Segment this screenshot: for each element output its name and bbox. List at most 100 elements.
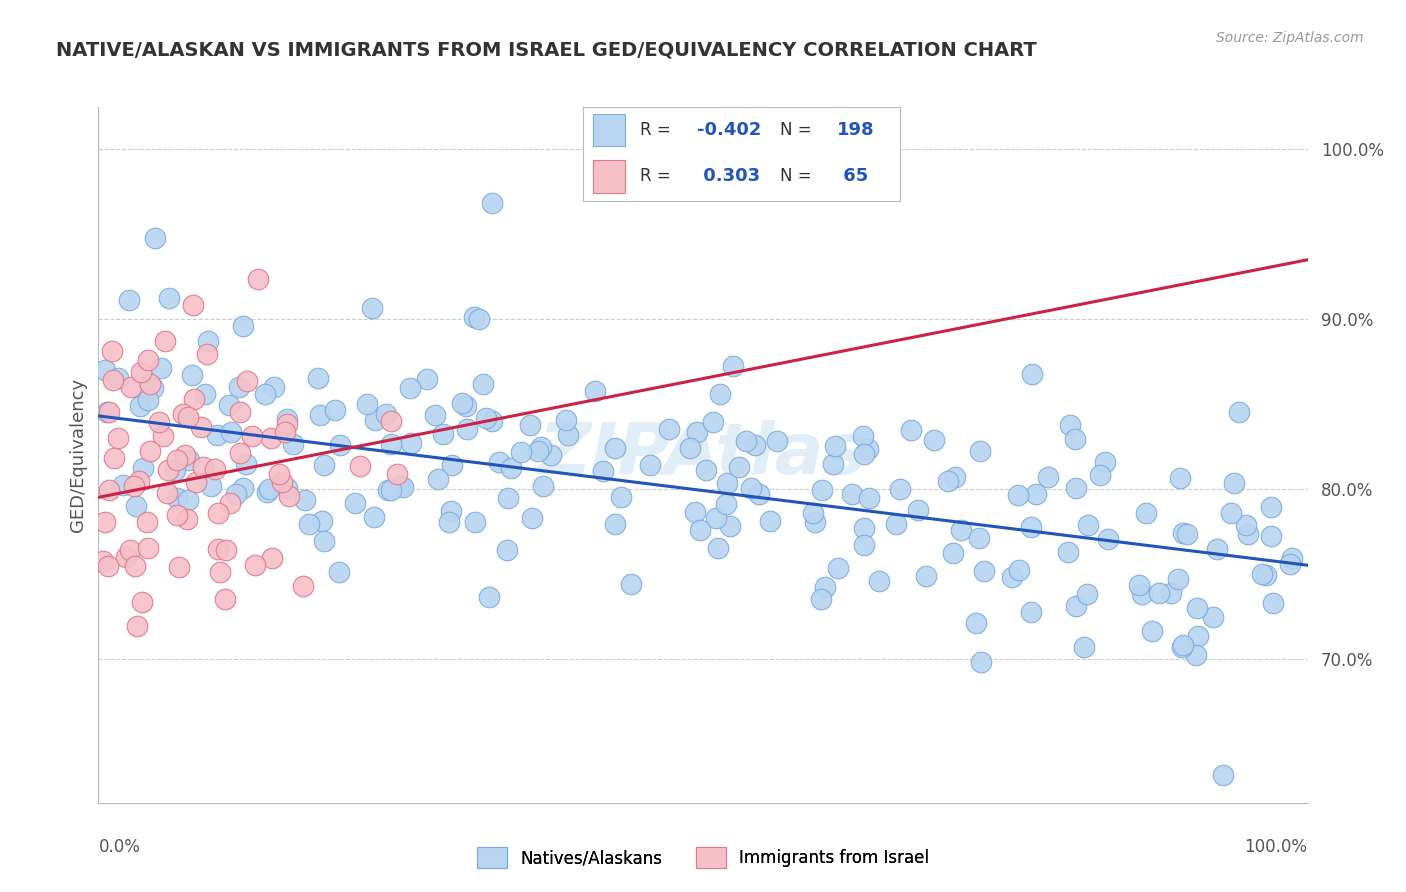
Point <box>965 615 987 630</box>
Text: 0.0%: 0.0% <box>98 838 141 855</box>
Point <box>204 462 226 476</box>
Point <box>801 506 824 520</box>
Point <box>120 543 142 558</box>
Point <box>889 482 911 496</box>
Point <box>943 470 966 484</box>
Point <box>1021 367 1043 381</box>
Point <box>456 422 478 436</box>
Point <box>720 519 742 533</box>
Point <box>380 414 402 428</box>
Point <box>157 291 180 305</box>
Point <box>1281 550 1303 565</box>
Point <box>166 508 188 522</box>
Point <box>190 420 212 434</box>
Point <box>555 413 578 427</box>
Text: 198: 198 <box>837 120 875 138</box>
Point <box>139 377 162 392</box>
Point <box>527 444 550 458</box>
Point <box>283 437 305 451</box>
Point <box>184 475 207 490</box>
Point <box>276 417 298 431</box>
Point <box>969 443 991 458</box>
Point <box>685 505 707 519</box>
Point <box>180 368 202 382</box>
Point <box>1130 587 1153 601</box>
Point <box>509 445 531 459</box>
Point <box>344 496 367 510</box>
Point <box>152 429 174 443</box>
Point <box>451 396 474 410</box>
Point <box>519 417 541 432</box>
Point <box>205 428 228 442</box>
Point <box>135 515 157 529</box>
Point <box>136 541 159 555</box>
Text: ZIPAtlas: ZIPAtlas <box>538 420 868 490</box>
Point <box>260 431 283 445</box>
Point <box>949 523 972 537</box>
Point <box>260 551 283 566</box>
Point <box>91 554 114 568</box>
Point <box>1007 488 1029 502</box>
Point <box>748 486 770 500</box>
Point <box>166 453 188 467</box>
Point <box>136 353 159 368</box>
Point <box>132 461 155 475</box>
Y-axis label: GED/Equivalency: GED/Equivalency <box>69 378 87 532</box>
Point <box>221 425 243 439</box>
Point <box>356 397 378 411</box>
Point <box>735 434 758 448</box>
Point <box>1135 506 1157 520</box>
Point <box>1057 545 1080 559</box>
Point <box>973 565 995 579</box>
Point <box>907 503 929 517</box>
Point <box>349 458 371 473</box>
Point <box>1025 486 1047 500</box>
Point <box>557 428 579 442</box>
Point <box>1170 471 1192 485</box>
Point <box>1008 563 1031 577</box>
Point <box>129 365 152 379</box>
Point <box>165 462 187 476</box>
Point <box>124 558 146 573</box>
Point <box>852 538 875 552</box>
Text: R =: R = <box>641 120 676 138</box>
Point <box>689 523 711 537</box>
Point <box>218 496 240 510</box>
Point <box>245 558 267 573</box>
Point <box>96 405 118 419</box>
Point <box>1076 587 1098 601</box>
Text: NATIVE/ALASKAN VS IMMIGRANTS FROM ISRAEL GED/EQUIVALENCY CORRELATION CHART: NATIVE/ALASKAN VS IMMIGRANTS FROM ISRAEL… <box>56 40 1038 59</box>
Point <box>498 491 520 506</box>
Point <box>271 475 294 489</box>
Point <box>702 415 724 429</box>
Point <box>218 397 240 411</box>
Point <box>329 438 352 452</box>
Bar <box>593 161 624 194</box>
Point <box>125 499 148 513</box>
Point <box>276 481 298 495</box>
Point <box>727 459 749 474</box>
Point <box>115 550 138 565</box>
Point <box>478 590 501 604</box>
Point <box>229 405 252 419</box>
Point <box>207 506 229 520</box>
Point <box>385 467 408 481</box>
Point <box>1063 432 1085 446</box>
Point <box>766 434 789 448</box>
Point <box>228 380 250 394</box>
Point <box>1160 586 1182 600</box>
Point <box>380 483 402 498</box>
Point <box>276 412 298 426</box>
Point <box>695 463 717 477</box>
Point <box>583 384 606 399</box>
Point <box>1019 606 1042 620</box>
Point <box>143 231 166 245</box>
Point <box>463 310 485 324</box>
Point <box>1140 624 1163 638</box>
Point <box>744 438 766 452</box>
Point <box>1171 640 1194 655</box>
Point <box>938 474 960 488</box>
Point <box>440 458 463 472</box>
Point <box>1073 640 1095 654</box>
Point <box>103 373 125 387</box>
